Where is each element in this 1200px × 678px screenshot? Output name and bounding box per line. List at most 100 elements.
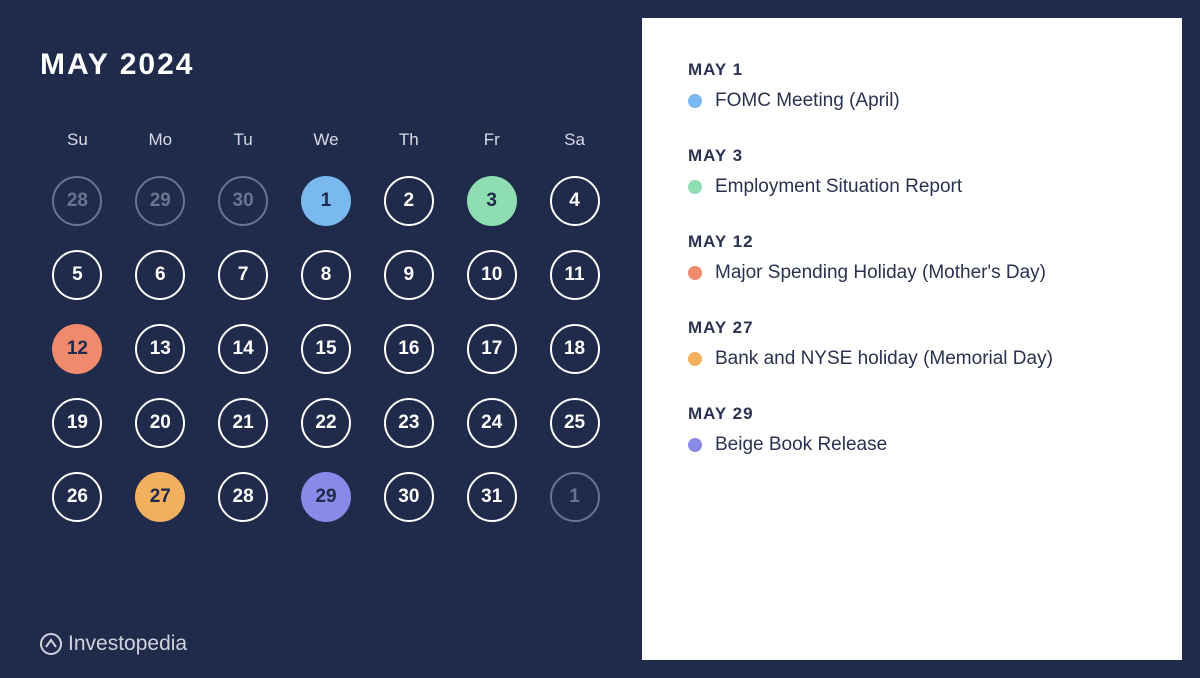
event-label: Employment Situation Report <box>715 176 962 198</box>
day-of-week-row: SuMoTuWeThFrSa <box>40 130 612 150</box>
day-number: 21 <box>233 412 254 434</box>
calendar-day: 26 <box>52 472 102 522</box>
calendar-day: 30 <box>384 472 434 522</box>
event-line: Beige Book Release <box>688 434 1136 456</box>
event-date: MAY 12 <box>688 232 1136 252</box>
day-number: 5 <box>72 264 83 286</box>
dow-header: Sa <box>545 130 604 150</box>
calendar-day: 21 <box>218 398 268 448</box>
day-number: 23 <box>398 412 419 434</box>
day-number: 31 <box>481 486 502 508</box>
calendar-day: 7 <box>218 250 268 300</box>
event-label: Beige Book Release <box>715 434 887 456</box>
day-number: 29 <box>315 486 336 508</box>
day-number: 11 <box>565 264 585 286</box>
event-date: MAY 3 <box>688 146 1136 166</box>
dow-header: Su <box>48 130 107 150</box>
dow-header: Mo <box>131 130 190 150</box>
day-number: 14 <box>233 338 254 360</box>
day-number: 30 <box>233 190 254 212</box>
calendar-day: 1 <box>301 176 351 226</box>
logo-icon <box>40 633 62 655</box>
calendar-day: 13 <box>135 324 185 374</box>
calendar-day: 29 <box>301 472 351 522</box>
calendar-day: 18 <box>550 324 600 374</box>
calendar-day: 20 <box>135 398 185 448</box>
calendar-day: 14 <box>218 324 268 374</box>
day-number: 2 <box>404 190 415 212</box>
day-number: 1 <box>569 486 580 508</box>
calendar-day: 19 <box>52 398 102 448</box>
day-number: 18 <box>564 338 585 360</box>
logo-text: Investopedia <box>68 632 187 656</box>
day-number: 9 <box>404 264 415 286</box>
event-dot-icon <box>688 94 702 108</box>
events-panel: MAY 1 FOMC Meeting (April) MAY 3 Employment… <box>642 18 1182 660</box>
event-item: MAY 3 Employment Situation Report <box>688 146 1136 198</box>
calendar-day: 24 <box>467 398 517 448</box>
event-dot-icon <box>688 352 702 366</box>
calendar-day: 12 <box>52 324 102 374</box>
dow-header: We <box>297 130 356 150</box>
day-number: 29 <box>150 190 171 212</box>
day-number: 25 <box>564 412 585 434</box>
calendar-day: 28 <box>52 176 102 226</box>
event-dot-icon <box>688 266 702 280</box>
calendar-day: 17 <box>467 324 517 374</box>
day-number: 7 <box>238 264 249 286</box>
day-number: 16 <box>398 338 419 360</box>
day-number: 17 <box>481 338 502 360</box>
day-number: 10 <box>481 264 502 286</box>
calendar-panel: MAY 2024 SuMoTuWeThFrSa 2829301234567891… <box>0 0 642 678</box>
day-number: 19 <box>67 412 88 434</box>
calendar-day: 2 <box>384 176 434 226</box>
day-number: 3 <box>486 190 497 212</box>
event-line: Major Spending Holiday (Mother's Day) <box>688 262 1136 284</box>
calendar-day: 27 <box>135 472 185 522</box>
calendar-day: 22 <box>301 398 351 448</box>
calendar-day: 5 <box>52 250 102 300</box>
event-label: FOMC Meeting (April) <box>715 90 900 112</box>
calendar-day: 15 <box>301 324 351 374</box>
event-item: MAY 1 FOMC Meeting (April) <box>688 60 1136 112</box>
event-item: MAY 29Beige Book Release <box>688 404 1136 456</box>
event-item: MAY 12 Major Spending Holiday (Mother's D… <box>688 232 1136 284</box>
event-line: Employment Situation Report <box>688 176 1136 198</box>
event-line: Bank and NYSE holiday (Memorial Day) <box>688 348 1136 370</box>
calendar-day: 8 <box>301 250 351 300</box>
day-number: 28 <box>67 190 88 212</box>
calendar-day: 6 <box>135 250 185 300</box>
dow-header: Tu <box>214 130 273 150</box>
day-number: 20 <box>150 412 171 434</box>
day-number: 24 <box>481 412 502 434</box>
event-line: FOMC Meeting (April) <box>688 90 1136 112</box>
day-number: 28 <box>233 486 254 508</box>
calendar-day: 11 <box>550 250 600 300</box>
event-item: MAY 27 Bank and NYSE holiday (Memorial Da… <box>688 318 1136 370</box>
calendar-day: 10 <box>467 250 517 300</box>
calendar-day: 23 <box>384 398 434 448</box>
day-number: 12 <box>67 338 88 360</box>
day-number: 27 <box>150 486 171 508</box>
calendar-day: 9 <box>384 250 434 300</box>
day-number: 30 <box>398 486 419 508</box>
calendar-day: 3 <box>467 176 517 226</box>
calendar-day: 31 <box>467 472 517 522</box>
day-number: 15 <box>315 338 336 360</box>
calendar-day: 25 <box>550 398 600 448</box>
page-title: MAY 2024 <box>40 48 612 82</box>
day-number: 26 <box>67 486 88 508</box>
day-number: 6 <box>155 264 166 286</box>
event-date: MAY 1 <box>688 60 1136 80</box>
event-date: MAY 27 <box>688 318 1136 338</box>
day-number: 8 <box>321 264 332 286</box>
day-number: 4 <box>569 190 580 212</box>
calendar-grid: 2829301234567891011121314151617181920212… <box>40 176 612 522</box>
calendar-day: 4 <box>550 176 600 226</box>
logo: Investopedia <box>40 632 187 656</box>
dow-header: Fr <box>462 130 521 150</box>
event-dot-icon <box>688 438 702 452</box>
calendar-day: 28 <box>218 472 268 522</box>
calendar-day: 30 <box>218 176 268 226</box>
calendar-day: 16 <box>384 324 434 374</box>
